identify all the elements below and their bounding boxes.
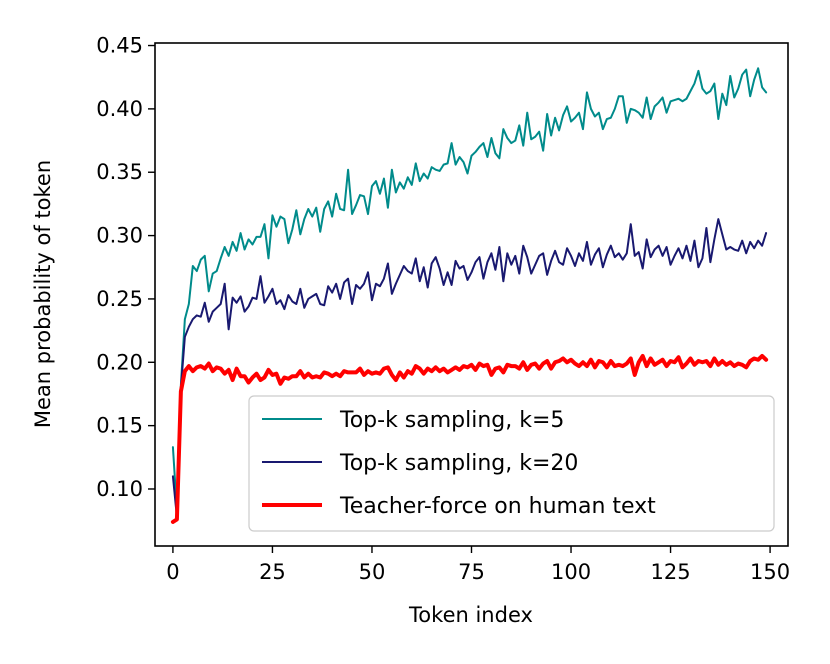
legend: Top-k sampling, k=5 Top-k sampling, k=20… — [248, 395, 775, 532]
y-tick-label: 0.35 — [96, 160, 143, 184]
series-line-1 — [171, 218, 768, 518]
legend-label-top-k-20: Top-k sampling, k=20 — [339, 451, 578, 476]
x-axis-label: Token index — [408, 603, 533, 627]
y-tick-label: 0.15 — [96, 414, 143, 438]
legend-label-teacher-force: Teacher-force on human text — [339, 494, 656, 519]
legend-label-top-k-5: Top-k sampling, k=5 — [339, 408, 564, 433]
y-tick-label: 0.20 — [96, 350, 143, 374]
x-tick-label: 50 — [359, 560, 386, 584]
x-tick-label: 125 — [651, 560, 691, 584]
series-line-0 — [171, 67, 768, 512]
x-tick-label: 75 — [458, 560, 485, 584]
legend-box — [248, 395, 775, 532]
y-axis-label: Mean probability of token — [31, 160, 55, 428]
x-tick-label: 25 — [259, 560, 286, 584]
y-tick-label: 0.40 — [96, 97, 143, 121]
y-axis: 0.10 0.15 0.20 0.25 0.30 0.35 0.40 0.45 — [96, 34, 155, 501]
x-tick-label: 100 — [551, 560, 591, 584]
x-tick-label: 0 — [166, 560, 179, 584]
x-axis: 0 25 50 75 100 125 150 — [166, 546, 790, 584]
y-tick-label: 0.30 — [96, 224, 143, 248]
x-tick-label: 150 — [750, 560, 790, 584]
series-layer — [170, 67, 769, 524]
y-tick-label: 0.10 — [96, 477, 143, 501]
y-tick-label: 0.45 — [96, 34, 143, 58]
series-line-2 — [170, 353, 769, 524]
y-tick-label: 0.25 — [96, 287, 143, 311]
